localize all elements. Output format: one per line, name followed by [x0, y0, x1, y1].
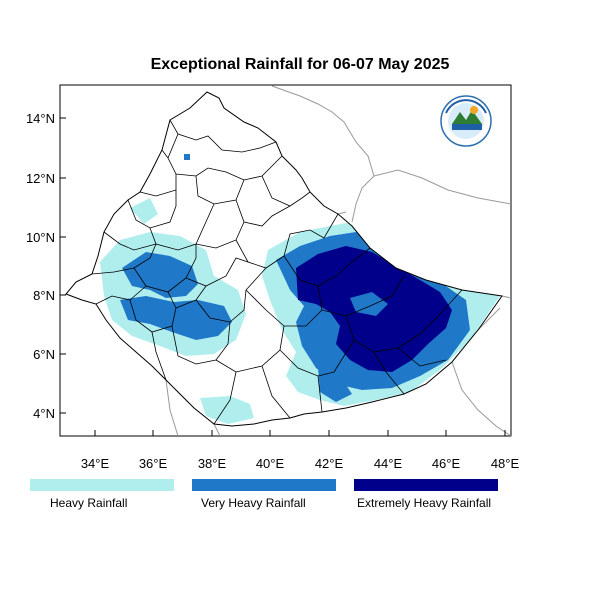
map-title: Exceptional Rainfall for 06-07 May 2025	[150, 56, 450, 73]
x-axis: 34°E 36°E 38°E 40°E 42°E 44°E 46°E 48°E	[81, 430, 520, 471]
x-tick-label: 38°E	[198, 456, 227, 471]
heavy-rain-north	[130, 198, 158, 224]
legend-swatch-very-heavy	[192, 479, 336, 491]
very-heavy-rain-southwest	[120, 296, 232, 340]
x-tick-label: 44°E	[374, 456, 403, 471]
x-tick-label: 36°E	[139, 456, 168, 471]
admin-borders	[91, 119, 463, 425]
heavy-rain-south	[200, 396, 254, 424]
legend-label-extremely-heavy: Extremely Heavy Rainfall	[357, 496, 492, 510]
very-heavy-rain-ogaden	[318, 368, 352, 402]
very-heavy-rain-dot	[184, 154, 190, 160]
plot-frame	[59, 84, 512, 437]
legend-swatch-extremely-heavy	[354, 479, 498, 491]
x-tick-label: 46°E	[432, 456, 461, 471]
y-axis: 4°N 6°N 8°N 10°N 12°N 14°N	[26, 111, 66, 421]
x-tick-label: 48°E	[491, 456, 520, 471]
neighbor-borders	[165, 85, 512, 437]
x-tick-label: 34°E	[81, 456, 110, 471]
y-tick-label: 8°N	[33, 288, 55, 303]
country-border	[65, 91, 503, 427]
y-tick-label: 4°N	[33, 406, 55, 421]
y-tick-label: 6°N	[33, 347, 55, 362]
rainfall-layer	[100, 154, 500, 424]
y-tick-label: 10°N	[26, 230, 55, 245]
institute-logo	[440, 95, 492, 147]
y-tick-label: 12°N	[26, 171, 55, 186]
x-tick-label: 42°E	[315, 456, 344, 471]
y-tick-label: 14°N	[26, 111, 55, 126]
legend-label-heavy: Heavy Rainfall	[50, 496, 128, 510]
legend-label-very-heavy: Very Heavy Rainfall	[201, 496, 306, 510]
x-tick-label: 40°E	[256, 456, 285, 471]
legend-swatch-heavy	[30, 479, 174, 491]
